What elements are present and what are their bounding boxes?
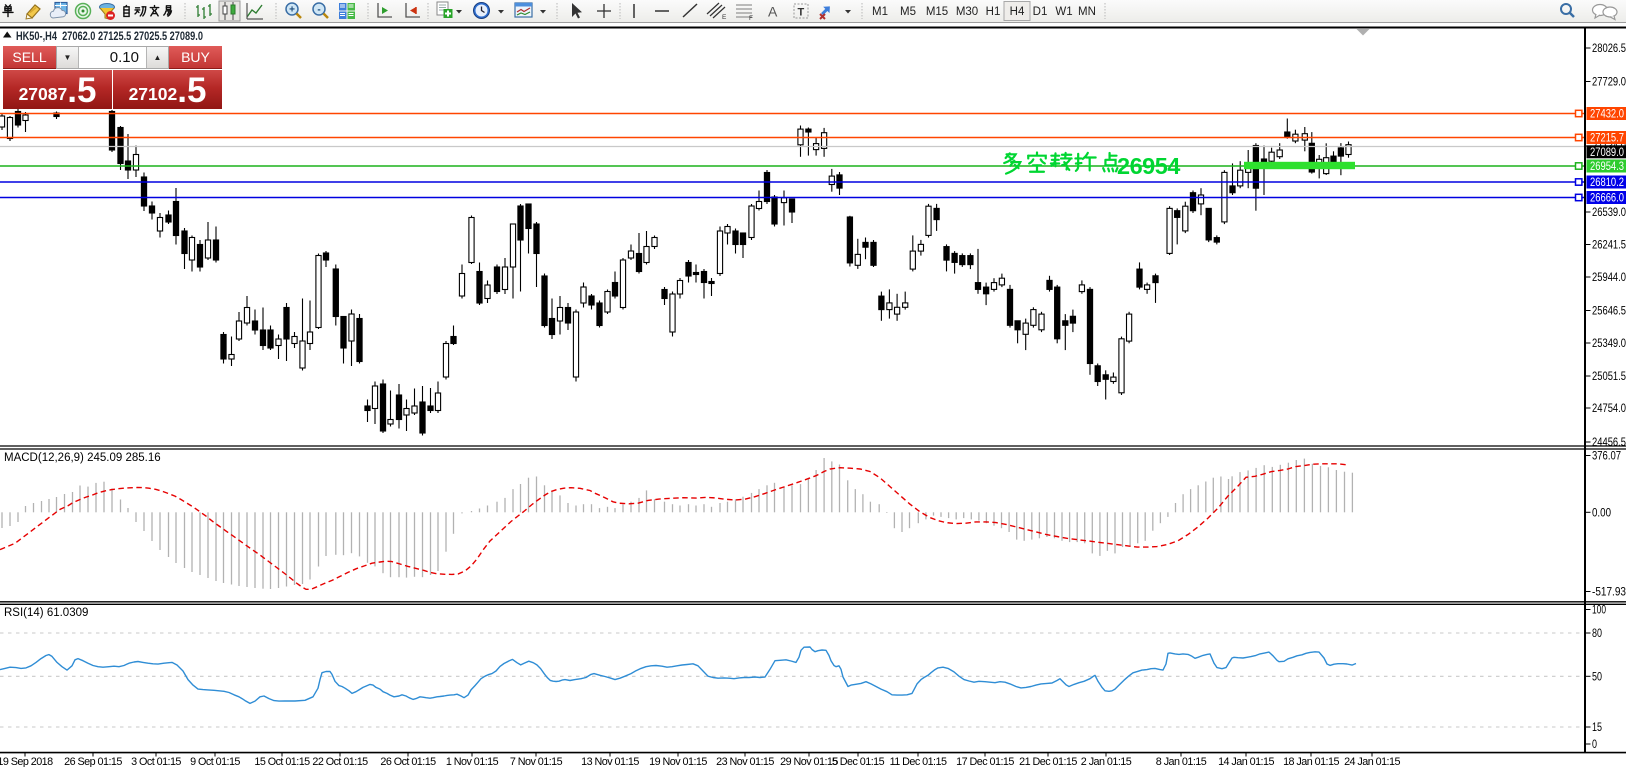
svg-text:M15: M15 (926, 6, 948, 18)
svg-text:17 Dec 01:15: 17 Dec 01:15 (956, 756, 1014, 767)
svg-text:H4: H4 (1010, 6, 1025, 18)
svg-text:26 Sep 01:15: 26 Sep 01:15 (64, 756, 122, 767)
svg-text:22 Oct 01:15: 22 Oct 01:15 (312, 756, 368, 767)
svg-text:376.07: 376.07 (1592, 451, 1621, 463)
svg-text:28026.5: 28026.5 (1592, 43, 1626, 55)
svg-text:26 Oct 01:15: 26 Oct 01:15 (380, 756, 436, 767)
svg-text:W1: W1 (1055, 6, 1072, 18)
svg-text:T: T (798, 7, 805, 19)
svg-text:15 Oct 01:15: 15 Oct 01:15 (254, 756, 310, 767)
svg-text:26539.0: 26539.0 (1592, 207, 1626, 219)
svg-text:3 Oct 01:15: 3 Oct 01:15 (131, 756, 181, 767)
svg-text:25349.0: 25349.0 (1592, 338, 1626, 350)
svg-text:-517.93: -517.93 (1592, 587, 1626, 599)
svg-text:15: 15 (1592, 722, 1602, 734)
svg-text:26954: 26954 (1117, 153, 1180, 179)
svg-text:19 Nov 01:15: 19 Nov 01:15 (649, 756, 707, 767)
svg-text:5 Dec 01:15: 5 Dec 01:15 (832, 756, 885, 767)
svg-text:24754.0: 24754.0 (1592, 403, 1626, 415)
svg-text:29 Nov 01:15: 29 Nov 01:15 (780, 756, 838, 767)
svg-text:M5: M5 (900, 6, 916, 18)
svg-text:24 Jan 01:15: 24 Jan 01:15 (1344, 756, 1400, 767)
svg-text:26954.3: 26954.3 (1590, 161, 1624, 173)
svg-text:D1: D1 (1033, 6, 1048, 18)
svg-text:2 Jan 01:15: 2 Jan 01:15 (1081, 756, 1132, 767)
svg-text:100: 100 (1592, 605, 1606, 617)
svg-text:7 Nov 01:15: 7 Nov 01:15 (510, 756, 563, 767)
svg-text:26666.0: 26666.0 (1590, 193, 1624, 205)
svg-text:-: - (317, 5, 320, 16)
svg-text:21 Dec 01:15: 21 Dec 01:15 (1019, 756, 1077, 767)
svg-text:25051.5: 25051.5 (1592, 371, 1626, 383)
svg-text:24456.5: 24456.5 (1592, 437, 1626, 449)
svg-text:27089.0: 27089.0 (1590, 147, 1624, 159)
svg-text:E: E (722, 14, 727, 21)
svg-text:1 Nov 01:15: 1 Nov 01:15 (446, 756, 499, 767)
svg-text:M30: M30 (956, 6, 978, 18)
svg-text:50: 50 (1592, 671, 1602, 683)
svg-text:HK50-,H4 27062.0 27125.5 2702: HK50-,H4 27062.0 27125.5 27025.5 27089.0 (16, 31, 203, 43)
svg-text:MN: MN (1078, 6, 1096, 18)
svg-text:F: F (749, 15, 753, 22)
svg-text:18 Jan 01:15: 18 Jan 01:15 (1283, 756, 1339, 767)
svg-text:27432.0: 27432.0 (1590, 109, 1624, 121)
svg-text:M1: M1 (872, 6, 888, 18)
svg-text:+: + (289, 5, 295, 16)
svg-text:26810.2: 26810.2 (1590, 177, 1624, 189)
svg-text:25646.5: 25646.5 (1592, 306, 1626, 318)
svg-text:A: A (768, 4, 778, 20)
svg-text:14 Jan 01:15: 14 Jan 01:15 (1218, 756, 1274, 767)
svg-text:80: 80 (1592, 628, 1602, 640)
svg-text:19 Sep 2018: 19 Sep 2018 (0, 756, 53, 767)
svg-text:27215.7: 27215.7 (1590, 133, 1624, 145)
svg-text:11 Dec 01:15: 11 Dec 01:15 (890, 756, 947, 767)
svg-text:13 Nov 01:15: 13 Nov 01:15 (581, 756, 639, 767)
svg-text:23 Nov 01:15: 23 Nov 01:15 (716, 756, 774, 767)
svg-text:9 Oct 01:15: 9 Oct 01:15 (190, 756, 240, 767)
svg-text:26241.5: 26241.5 (1592, 240, 1626, 252)
svg-text:0: 0 (1592, 739, 1597, 751)
svg-text:RSI(14) 61.0309: RSI(14) 61.0309 (4, 607, 88, 619)
svg-text:0.00: 0.00 (1592, 507, 1611, 519)
svg-text:25944.0: 25944.0 (1592, 272, 1626, 284)
svg-text:H1: H1 (986, 6, 1001, 18)
svg-text:27729.0: 27729.0 (1592, 77, 1626, 89)
svg-text:8 Jan 01:15: 8 Jan 01:15 (1156, 756, 1207, 767)
svg-text:MACD(12,26,9) 245.09 285.16: MACD(12,26,9) 245.09 285.16 (4, 452, 161, 464)
